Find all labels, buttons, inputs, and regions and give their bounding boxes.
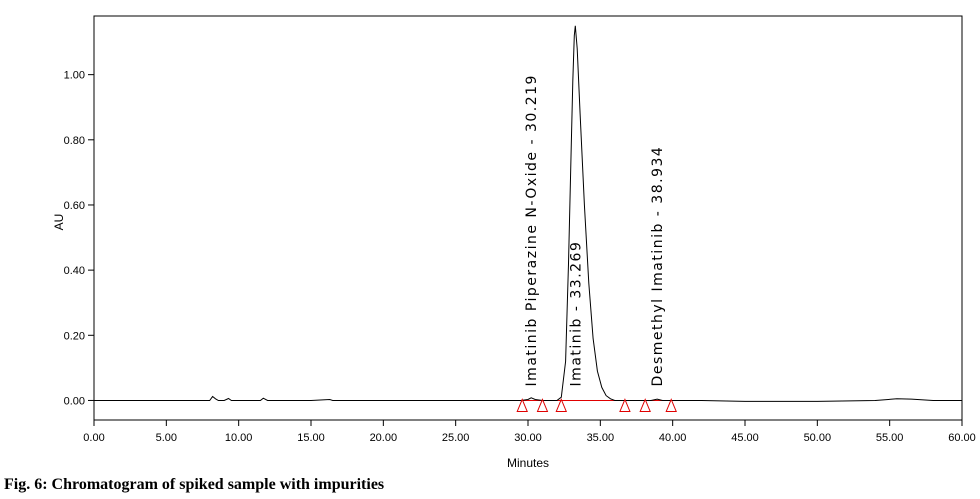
y-tick-label: 0.60 — [64, 200, 85, 212]
y-axis-ticks: 0.00 0.20 0.40 0.60 0.80 1.00 — [64, 70, 94, 407]
x-tick-label: 55.00 — [876, 432, 904, 444]
peak-labels: Imatinib Piperazine N-Oxide - 30.219 Imat… — [524, 74, 666, 386]
peak-label: Imatinib - 33.269 — [568, 241, 584, 387]
peak-marker — [555, 398, 568, 412]
y-tick-label: 1.00 — [64, 70, 85, 82]
x-axis-ticks: 0.00 5.00 10.00 15.00 20.00 25.00 30.00 35.00 40… — [83, 420, 976, 444]
peak-label: Desmethyl Imatinib - 38.934 — [650, 146, 666, 387]
y-tick-label: 0.80 — [64, 135, 85, 147]
x-axis-title: Minutes — [507, 456, 549, 470]
x-tick-label: 15.00 — [297, 432, 325, 444]
peak-marker — [639, 398, 651, 412]
y-tick-label: 0.00 — [64, 395, 85, 407]
peak-markers — [516, 398, 677, 412]
x-tick-label: 35.00 — [587, 432, 615, 444]
x-tick-label: 10.00 — [225, 432, 253, 444]
peak-label: Imatinib Piperazine N-Oxide - 30.219 — [524, 74, 540, 386]
x-tick-label: 50.00 — [804, 432, 832, 444]
peak-marker — [516, 398, 528, 412]
x-tick-label: 60.00 — [948, 432, 976, 444]
x-tick-label: 25.00 — [442, 432, 470, 444]
x-tick-label: 5.00 — [156, 432, 177, 444]
x-tick-label: 45.00 — [731, 432, 759, 444]
x-tick-label: 0.00 — [83, 432, 104, 444]
chromatogram-chart: 0.00 5.00 10.00 15.00 20.00 25.00 30.00 35.00 40… — [52, 15, 976, 470]
x-tick-label: 40.00 — [659, 432, 687, 444]
peak-marker — [665, 398, 677, 412]
y-tick-label: 0.40 — [64, 265, 85, 277]
y-axis-title: AU — [52, 214, 66, 231]
x-tick-label: 30.00 — [514, 432, 542, 444]
peak-marker — [619, 398, 631, 412]
chromatogram-trace — [94, 25, 962, 402]
figure-caption: Fig. 6: Chromatogram of spiked sample wi… — [4, 476, 385, 493]
peak-marker — [536, 398, 549, 412]
y-tick-label: 0.20 — [64, 330, 85, 342]
x-tick-label: 20.00 — [370, 432, 398, 444]
